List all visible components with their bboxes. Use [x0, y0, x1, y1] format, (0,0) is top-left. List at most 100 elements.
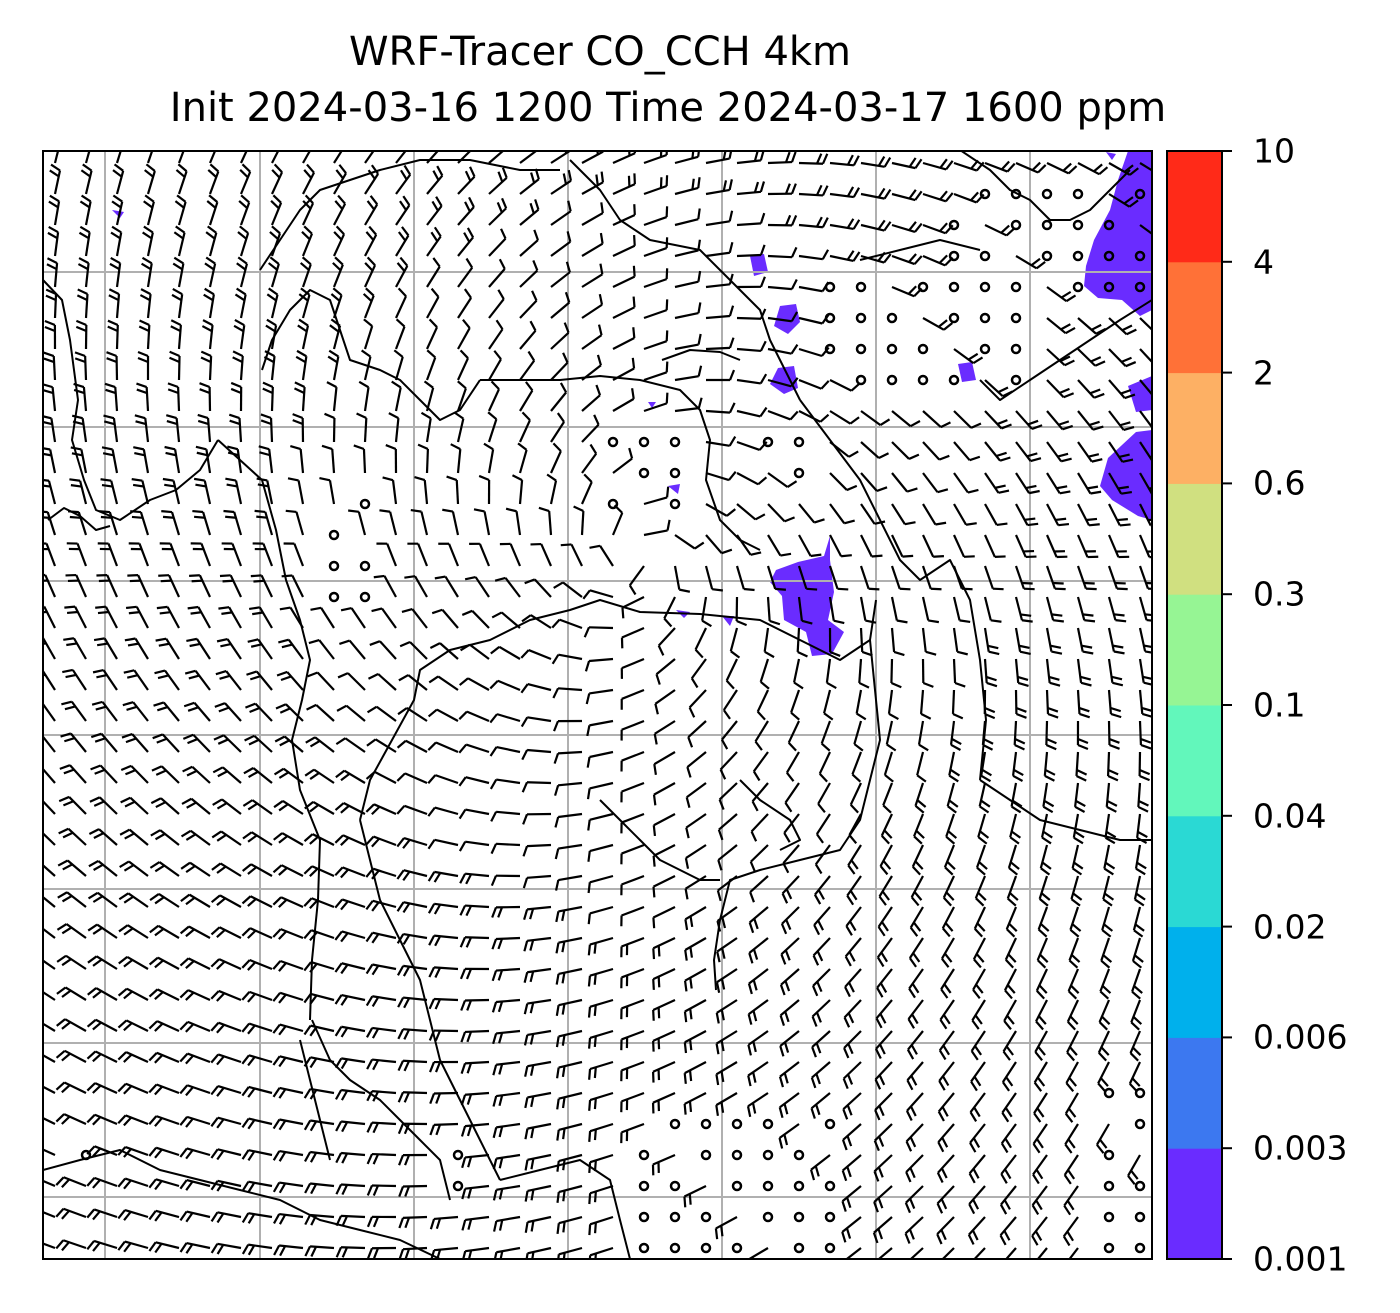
wind-barb [303, 1024, 335, 1037]
wind-barb [241, 1085, 273, 1098]
wind-barb [715, 999, 738, 1024]
wind-barb [643, 519, 671, 537]
wind-barb [426, 257, 441, 288]
wind-barb [305, 736, 335, 753]
wind-barb [329, 318, 342, 350]
calm-wind-marker [1103, 219, 1115, 231]
wind-barb [133, 446, 150, 474]
wind-barb [523, 905, 552, 921]
wind-barb [142, 225, 154, 257]
wind-barb [365, 963, 397, 976]
wind-barb [951, 689, 964, 720]
wind-barb [779, 999, 800, 1026]
wind-barb [581, 354, 602, 381]
wind-barb [1031, 1185, 1048, 1215]
wind-barb [523, 1029, 552, 1046]
wind-barb [365, 803, 397, 816]
calm-wind-marker [1041, 250, 1053, 262]
wind-barb [922, 441, 950, 461]
wind-barb [1039, 844, 1052, 876]
wind-barb [385, 444, 398, 474]
calm-wind-marker [1072, 250, 1084, 262]
wind-barb [556, 1060, 583, 1079]
wind-barb [550, 169, 573, 195]
calm-wind-marker [1010, 219, 1022, 231]
coastlines [43, 151, 1152, 1259]
wind-barb [179, 1052, 211, 1065]
wind-barb [227, 445, 243, 474]
wind-barb [970, 1061, 986, 1092]
wind-barb [181, 797, 211, 815]
wind-barb [1065, 1061, 1079, 1093]
wind-barb [125, 605, 149, 629]
wind-barb [321, 444, 336, 474]
wind-barb [653, 720, 676, 745]
wind-barb [705, 337, 735, 351]
wind-barb [118, 924, 149, 939]
wind-barb [56, 954, 87, 970]
wind-barb [736, 181, 766, 196]
calm-wind-marker [793, 1242, 805, 1254]
wind-barb [651, 1060, 676, 1083]
wind-barb [782, 844, 800, 874]
wind-barb [119, 828, 149, 846]
wind-barb [460, 1091, 490, 1106]
wind-barb [853, 720, 864, 752]
wind-barb [490, 645, 521, 660]
wind-barb [792, 658, 804, 690]
wind-barb [860, 251, 892, 264]
wind-barb [396, 739, 428, 753]
wind-barb [364, 164, 380, 195]
wind-barb [130, 510, 150, 536]
calm-wind-marker [917, 281, 929, 293]
wind-barb [446, 475, 460, 505]
wind-barb [210, 926, 242, 939]
wind-barb [715, 1092, 738, 1116]
coastline [43, 1149, 441, 1259]
wind-barb [952, 565, 973, 591]
wind-barb [922, 158, 954, 171]
wind-barb [1007, 844, 1020, 876]
wind-barb [521, 614, 552, 629]
wind-barb [303, 897, 335, 910]
wind-barb [612, 327, 636, 350]
wind-barb [1014, 596, 1033, 623]
wind-barb [79, 194, 92, 226]
wind-barb [162, 477, 181, 505]
wind-barb [167, 382, 181, 412]
wind-barb [273, 1212, 304, 1225]
wind-barb [524, 1184, 552, 1202]
wind-barb [95, 605, 118, 629]
wind-barb [156, 605, 180, 629]
wind-barb [685, 813, 707, 839]
calm-wind-marker [979, 250, 991, 262]
wind-barb [980, 751, 992, 783]
tracer-patch [774, 304, 800, 334]
wind-barb [348, 509, 367, 536]
wind-barb [303, 992, 335, 1005]
wind-barb [371, 607, 397, 629]
coastline [959, 151, 1131, 221]
calm-wind-marker [1103, 1087, 1115, 1099]
wind-barb [43, 1022, 56, 1032]
wind-barb [310, 606, 335, 629]
wind-barb [186, 637, 211, 660]
wind-barb [396, 804, 428, 816]
wind-barb [489, 778, 521, 790]
wind-barb [427, 741, 459, 754]
wind-barb [397, 1122, 428, 1135]
wind-barb [518, 411, 531, 443]
wind-barb [428, 1029, 459, 1042]
wind-barb [735, 565, 755, 592]
wind-barb [810, 1092, 831, 1119]
wind-barb [767, 409, 799, 421]
wind-barb [643, 175, 669, 196]
wind-barb [117, 1177, 149, 1190]
wind-barb [139, 288, 152, 319]
wind-barb [488, 228, 507, 257]
wind-barb [1107, 565, 1128, 591]
wind-barb [705, 402, 736, 414]
wind-barb [814, 844, 831, 875]
wind-barb [922, 317, 953, 331]
wind-barb [365, 931, 397, 944]
